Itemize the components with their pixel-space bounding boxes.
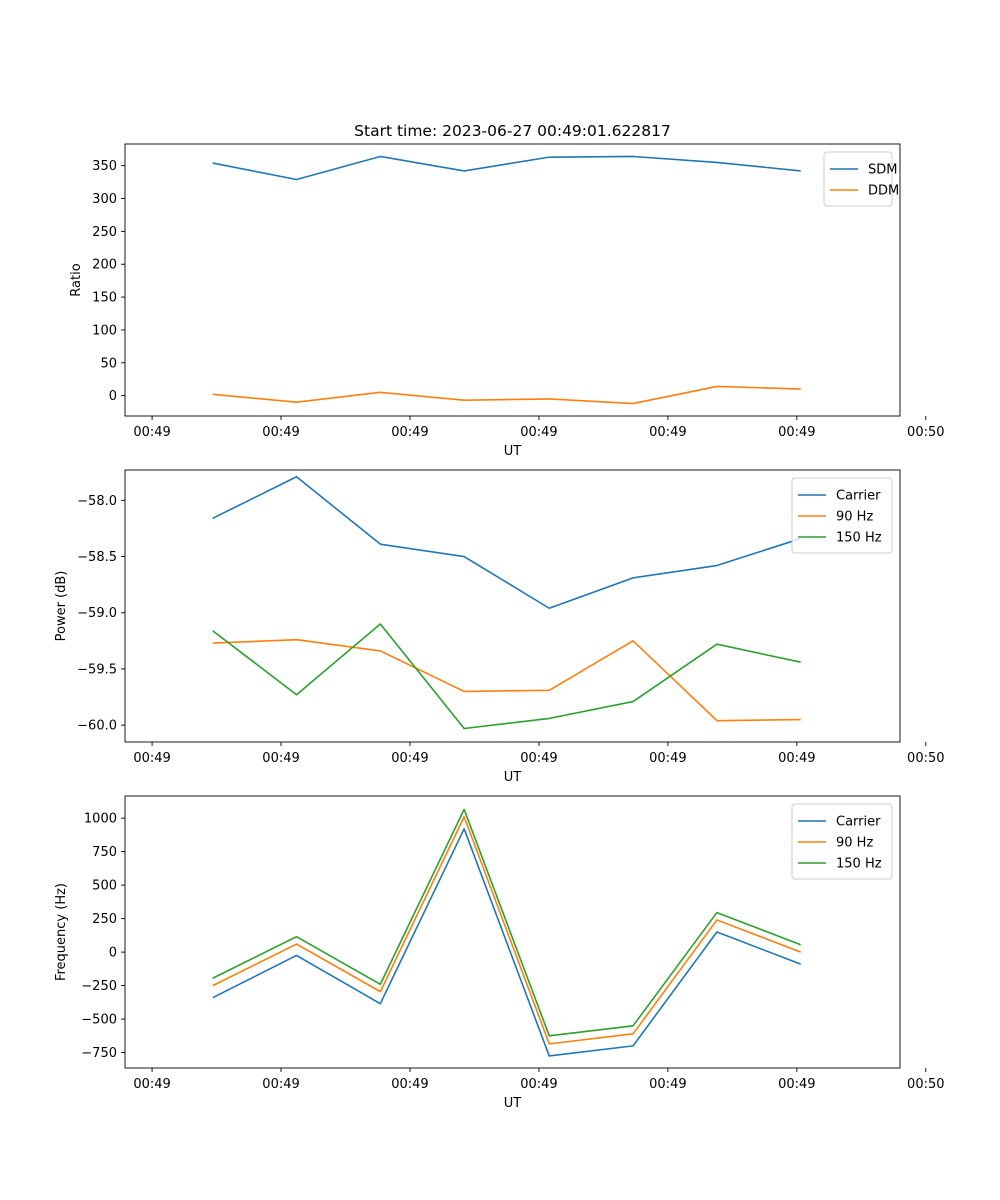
frequency-x-axis-label: UT	[504, 1096, 522, 1111]
frequency-y-tick-label: −750	[81, 1046, 117, 1061]
power-x-tick-label: 00:49	[262, 751, 299, 766]
ratio-x-tick-label: 00:49	[778, 425, 815, 440]
frequency-series-90-hz	[212, 815, 801, 1045]
power-x-tick-label: 00:49	[778, 751, 815, 766]
power-y-tick-label: −58.0	[77, 494, 117, 509]
ratio-x-tick-label: 00:49	[649, 425, 686, 440]
frequency-legend-label: 90 Hz	[836, 836, 873, 851]
ratio-legend-label: DDM	[868, 184, 899, 199]
power-legend-label: 150 Hz	[836, 531, 882, 546]
ratio-axes-frame	[124, 143, 901, 417]
frequency-legend-label: Carrier	[836, 815, 881, 830]
ratio-y-tick-label: 100	[92, 323, 117, 338]
power-y-tick-label: −60.0	[77, 719, 117, 734]
ratio-y-tick-label: 300	[92, 192, 117, 207]
frequency-y-tick-label: 500	[92, 879, 117, 894]
ratio-x-tick-label: 00:49	[520, 425, 557, 440]
ratio-legend-label: SDM	[868, 163, 897, 178]
frequency-series-150-hz	[212, 808, 801, 1037]
frequency-series-carrier	[212, 828, 801, 1057]
frequency-x-tick-label: 00:49	[778, 1077, 815, 1092]
power-legend-label: Carrier	[836, 489, 881, 504]
frequency-x-tick-label: 00:49	[133, 1077, 170, 1092]
ratio-x-tick-label: 00:50	[907, 425, 944, 440]
ratio-x-tick-label: 00:49	[262, 425, 299, 440]
ratio-y-tick-label: 250	[92, 225, 117, 240]
ratio-y-tick-label: 200	[92, 258, 117, 273]
power-y-tick-label: −59.5	[77, 662, 117, 677]
ratio-x-axis-label: UT	[504, 444, 522, 459]
power-y-tick-label: −59.0	[77, 606, 117, 621]
frequency-legend: Carrier 90 Hz 150 Hz	[791, 803, 893, 880]
ratio-legend: SDM DDM	[823, 151, 899, 207]
ratio-y-tick-label: 50	[100, 356, 117, 371]
frequency-x-tick-label: 00:49	[649, 1077, 686, 1092]
power-series-90-hz	[212, 638, 801, 722]
ratio-y-axis-label: Ratio	[69, 263, 84, 296]
ratio-y-tick-label: 0	[109, 389, 117, 404]
frequency-y-axis-label: Frequency (Hz)	[54, 883, 69, 981]
ratio-x-tick-label: 00:49	[133, 425, 170, 440]
power-x-axis-label: UT	[504, 770, 522, 785]
frequency-x-tick-label: 00:50	[907, 1077, 944, 1092]
frequency-y-tick-label: −250	[81, 979, 117, 994]
power-x-tick-label: 00:49	[133, 751, 170, 766]
ratio-x-tick-label: 00:49	[391, 425, 428, 440]
frequency-y-tick-label: 250	[92, 912, 117, 927]
frequency-legend-label: 150 Hz	[836, 857, 882, 872]
power-y-tick-label: −58.5	[77, 550, 117, 565]
power-x-tick-label: 00:49	[520, 751, 557, 766]
frequency-y-tick-label: 1000	[84, 812, 117, 827]
figure-title: Start time: 2023-06-27 00:49:01.622817	[354, 122, 671, 140]
power-series-carrier	[212, 475, 801, 610]
frequency-x-tick-label: 00:49	[262, 1077, 299, 1092]
subplot-frequency: 00:49 00:49 00:49 00:49 00:49 00:49 00:50 1000 7…	[54, 795, 945, 1111]
ratio-series-sdm	[212, 155, 801, 181]
subplot-power: 00:49 00:49 00:49 00:49 00:49 00:49 00:50 −58.0…	[54, 469, 945, 785]
power-axes-frame	[124, 469, 901, 743]
frequency-y-tick-label: −500	[81, 1013, 117, 1028]
power-x-tick-label: 00:49	[391, 751, 428, 766]
frequency-axes-frame	[124, 795, 901, 1069]
power-x-tick-label: 00:49	[649, 751, 686, 766]
ratio-series-ddm	[212, 385, 801, 405]
frequency-x-tick-label: 00:49	[520, 1077, 557, 1092]
power-x-tick-label: 00:50	[907, 751, 944, 766]
frequency-y-tick-label: 0	[109, 946, 117, 961]
power-legend-label: 90 Hz	[836, 510, 873, 525]
power-series-150-hz	[212, 623, 801, 730]
ratio-y-tick-label: 350	[92, 159, 117, 174]
frequency-y-tick-label: 750	[92, 845, 117, 860]
ratio-y-tick-label: 150	[92, 291, 117, 306]
subplot-ratio: 00:49 00:49 00:49 00:49 00:49 00:49 00:50 0 50 10…	[69, 143, 945, 459]
power-legend: Carrier 90 Hz 150 Hz	[791, 477, 893, 554]
frequency-x-tick-label: 00:49	[391, 1077, 428, 1092]
power-y-axis-label: Power (dB)	[54, 571, 69, 642]
